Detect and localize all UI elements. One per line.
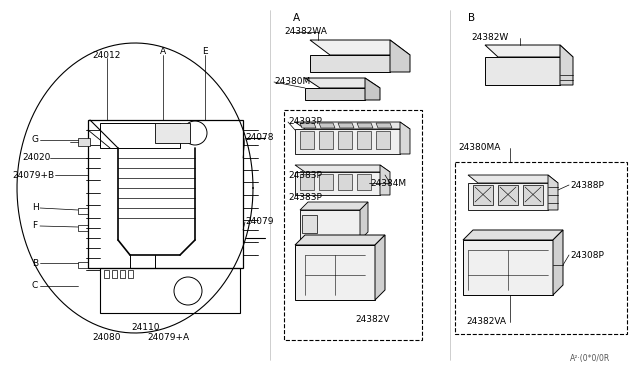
Polygon shape — [310, 55, 390, 72]
Bar — [357, 131, 371, 149]
Bar — [338, 174, 352, 190]
Text: 24020: 24020 — [22, 154, 51, 163]
Bar — [319, 131, 333, 149]
Text: B: B — [32, 259, 38, 267]
Text: 24110: 24110 — [132, 323, 160, 331]
Bar — [523, 185, 543, 205]
Text: 24382V: 24382V — [355, 315, 390, 324]
Bar — [319, 174, 333, 190]
Text: A: A — [160, 48, 166, 57]
Polygon shape — [338, 123, 354, 128]
Polygon shape — [300, 123, 316, 128]
Bar — [78, 262, 88, 268]
Text: 24383P: 24383P — [288, 193, 322, 202]
Text: 24079+A: 24079+A — [147, 334, 189, 343]
Bar — [104, 270, 109, 278]
Bar — [100, 123, 180, 148]
Text: 24380M: 24380M — [274, 77, 310, 87]
Bar — [300, 131, 314, 149]
Text: 24393P: 24393P — [288, 118, 322, 126]
Text: 24079: 24079 — [245, 218, 273, 227]
Polygon shape — [548, 175, 558, 210]
Text: 24079+B: 24079+B — [12, 170, 54, 180]
Polygon shape — [295, 235, 385, 245]
Polygon shape — [463, 230, 563, 240]
Bar — [300, 174, 314, 190]
Polygon shape — [468, 175, 558, 183]
Bar — [78, 225, 88, 231]
Polygon shape — [376, 123, 392, 128]
Text: 24080: 24080 — [93, 334, 121, 343]
Text: 24012: 24012 — [93, 51, 121, 60]
Bar — [498, 185, 518, 205]
Polygon shape — [375, 235, 385, 300]
Polygon shape — [295, 122, 410, 129]
Polygon shape — [295, 172, 380, 195]
Polygon shape — [300, 202, 368, 210]
Bar — [357, 174, 371, 190]
Bar — [338, 131, 352, 149]
Text: 24308P: 24308P — [570, 250, 604, 260]
Text: 24382VA: 24382VA — [466, 317, 506, 327]
Text: A: A — [293, 13, 300, 23]
Polygon shape — [463, 240, 553, 295]
Polygon shape — [485, 57, 560, 85]
Bar — [112, 270, 117, 278]
Polygon shape — [560, 45, 573, 85]
Text: B: B — [468, 13, 475, 23]
Text: 24388P: 24388P — [570, 180, 604, 189]
Text: 24383P: 24383P — [288, 171, 322, 180]
Polygon shape — [305, 78, 380, 88]
Polygon shape — [365, 78, 380, 100]
Text: 24382W: 24382W — [472, 33, 509, 42]
Bar — [455, 162, 627, 334]
Text: 24380MA: 24380MA — [458, 144, 500, 153]
Bar — [473, 185, 493, 205]
Polygon shape — [553, 230, 563, 295]
Text: E: E — [202, 48, 208, 57]
Bar — [376, 131, 390, 149]
Bar — [78, 138, 90, 146]
Bar — [120, 270, 125, 278]
Bar — [78, 208, 88, 214]
Polygon shape — [380, 165, 390, 195]
Polygon shape — [485, 45, 573, 57]
Polygon shape — [310, 40, 410, 55]
Polygon shape — [319, 123, 335, 128]
Text: G: G — [32, 135, 39, 144]
Polygon shape — [295, 165, 390, 172]
Polygon shape — [360, 202, 368, 240]
Bar — [88, 120, 243, 268]
Polygon shape — [400, 122, 410, 154]
Bar — [302, 215, 317, 233]
Bar — [155, 123, 190, 143]
Text: A²·(0*0/0R: A²·(0*0/0R — [570, 353, 611, 362]
Text: 24384M: 24384M — [370, 179, 406, 187]
Polygon shape — [357, 123, 373, 128]
Text: C: C — [32, 282, 38, 291]
Polygon shape — [300, 210, 360, 240]
Polygon shape — [305, 88, 365, 100]
Text: 24382WA: 24382WA — [284, 28, 327, 36]
Polygon shape — [390, 40, 410, 72]
Text: F: F — [32, 221, 37, 231]
Text: 24078: 24078 — [245, 134, 273, 142]
Text: H: H — [32, 203, 39, 212]
Polygon shape — [468, 183, 548, 210]
Bar — [100, 268, 240, 313]
Polygon shape — [295, 245, 375, 300]
Bar — [128, 270, 133, 278]
Bar — [284, 110, 422, 340]
Polygon shape — [295, 129, 400, 154]
